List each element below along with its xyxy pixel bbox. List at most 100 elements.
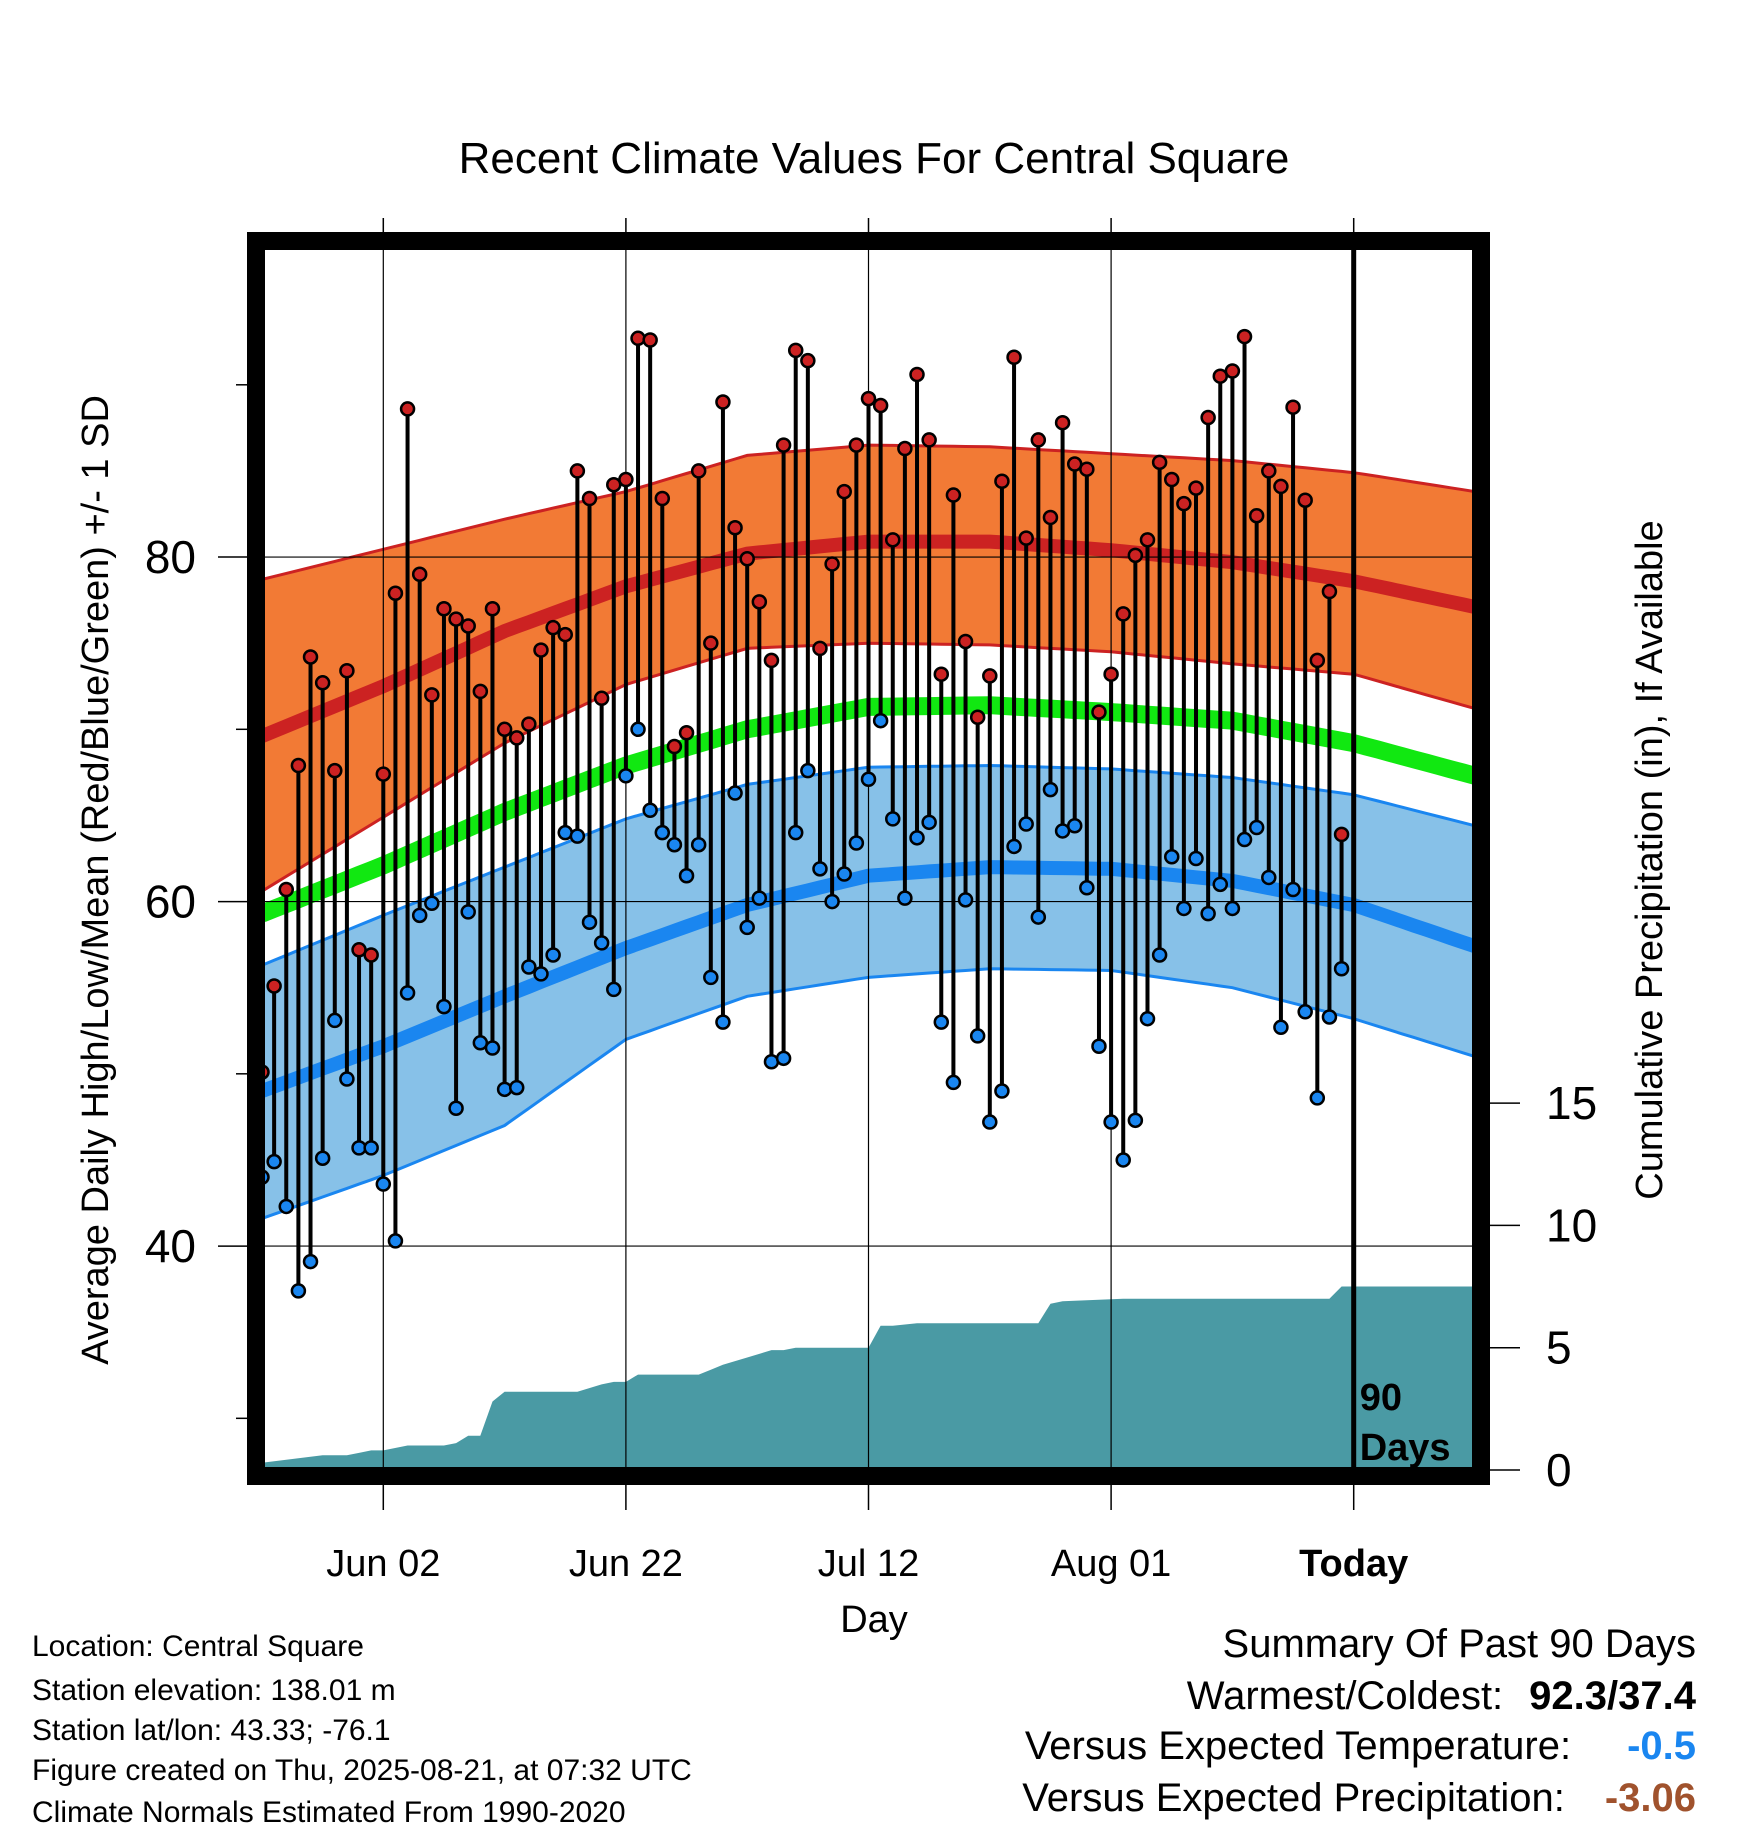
- daily-low-point: [666, 836, 683, 853]
- daily-high-point: [533, 642, 549, 658]
- daily-low-point: [1188, 850, 1204, 867]
- daily-low-point: [363, 1140, 379, 1156]
- daily-low-point: [375, 1176, 392, 1192]
- daily-low-point: [302, 1253, 319, 1270]
- daily-high-point: [1333, 826, 1350, 843]
- daily-low-point: [654, 824, 671, 841]
- daily-low-point: [715, 1014, 731, 1030]
- daily-low-point: [1103, 1114, 1119, 1130]
- daily-high-point: [399, 401, 416, 417]
- daily-high-point: [302, 649, 319, 665]
- daily-low-point: [411, 907, 428, 924]
- temp-label: Versus Expected Temperature:: [1024, 1724, 1572, 1768]
- daily-high-point: [1236, 328, 1253, 345]
- daily-low-point: [885, 811, 901, 827]
- x-tick-label: Jun 22: [569, 1543, 683, 1585]
- daily-high-point: [1285, 399, 1301, 415]
- daily-low-point: [581, 914, 598, 930]
- daily-high-point: [909, 366, 925, 383]
- daily-low-point: [1309, 1090, 1326, 1106]
- x-tick-label: Jun 02: [326, 1543, 440, 1585]
- daily-low-point: [727, 785, 743, 801]
- daily-low-point: [1006, 838, 1022, 855]
- daily-low-point: [1164, 849, 1180, 865]
- daily-high-point: [812, 640, 828, 657]
- daily-low-point: [1285, 881, 1301, 898]
- daily-low-point: [739, 919, 755, 936]
- daily-high-point: [775, 437, 792, 453]
- daily-low-point: [448, 1100, 464, 1117]
- daily-low-point: [496, 1081, 513, 1098]
- daily-high-point: [1321, 583, 1338, 600]
- daily-high-point: [921, 432, 937, 448]
- info-elevation: Station elevation: 138.01 m: [32, 1674, 396, 1707]
- daily-high-point: [424, 687, 440, 703]
- temp-value: -0.5: [1627, 1724, 1696, 1768]
- daily-high-point: [327, 762, 343, 779]
- daily-low-point: [872, 712, 889, 729]
- daily-high-point: [1164, 471, 1180, 488]
- daily-low-point: [618, 768, 634, 784]
- daily-high-point: [387, 585, 404, 601]
- info-latlon: Station lat/lon: 43.33; -76.1: [32, 1714, 391, 1747]
- daily-high-point: [363, 947, 379, 963]
- daily-low-point: [848, 835, 865, 851]
- daily-low-point: [606, 981, 622, 998]
- daily-high-point: [727, 520, 743, 536]
- daily-high-point: [1224, 363, 1241, 379]
- daily-low-point: [1273, 1019, 1289, 1036]
- daily-low-point: [957, 892, 974, 908]
- daily-high-point: [569, 463, 586, 479]
- y2-tick-label: 0: [1546, 1444, 1572, 1496]
- warm-cold-label: Warmest/Coldest:: [1186, 1674, 1504, 1718]
- daily-high-point: [618, 471, 634, 488]
- daily-low-point: [1042, 781, 1059, 798]
- daily-low-point: [642, 802, 658, 819]
- daily-high-point: [787, 342, 804, 359]
- summary-temp: Versus Expected Temperature: -0.5: [1025, 1724, 1696, 1769]
- daily-high-point: [703, 635, 719, 651]
- daily-low-point: [278, 1198, 295, 1215]
- daily-low-point: [933, 1014, 950, 1030]
- daily-high-point: [666, 738, 683, 755]
- daily-low-point: [690, 836, 707, 853]
- plot-frame: [247, 232, 1490, 1485]
- daily-low-point: [424, 895, 440, 912]
- y2-tick-label: 5: [1546, 1322, 1572, 1374]
- daily-high-point: [1309, 652, 1326, 669]
- y2-axis-label: Cumulative Precipitation (in), If Availa…: [1629, 520, 1671, 1199]
- daily-high-point: [508, 730, 525, 746]
- daily-high-point: [630, 330, 646, 347]
- x-tick-label: Aug 01: [1051, 1543, 1171, 1585]
- daily-high-point: [411, 566, 428, 583]
- daily-low-point: [751, 890, 768, 906]
- daily-high-point: [1188, 480, 1204, 496]
- plot-area: 90 Days Jun 02 Jun 22 Jul 12 Aug 01 Today 40 60 8…: [145, 218, 1597, 1585]
- daily-low-point: [327, 1012, 343, 1029]
- y2-tick-label: 15: [1546, 1077, 1597, 1129]
- daily-high-point: [860, 390, 877, 407]
- daily-low-point: [290, 1283, 307, 1299]
- x-axis-label: Day: [840, 1599, 908, 1641]
- daily-high-point: [1273, 478, 1289, 495]
- daily-high-point: [1261, 463, 1277, 479]
- daily-high-point: [1103, 666, 1119, 682]
- daily-low-point: [339, 1071, 355, 1087]
- daily-high-point: [557, 626, 573, 643]
- daily-low-point: [678, 867, 695, 884]
- daily-low-point: [460, 904, 476, 920]
- daily-high-point: [690, 463, 707, 479]
- daily-low-point: [836, 866, 852, 882]
- precip-label: Versus Expected Precipitation:: [1022, 1776, 1565, 1820]
- daily-high-point: [436, 600, 452, 617]
- daily-low-point: [533, 966, 549, 982]
- daily-low-point: [897, 890, 913, 906]
- plot-inner: 90 Days: [262, 247, 1475, 1470]
- daily-low-point: [909, 830, 925, 846]
- daily-low-point: [266, 1153, 282, 1170]
- y2-tick-label: 10: [1546, 1199, 1597, 1251]
- days-marker-label: Days: [1360, 1427, 1451, 1469]
- daily-low-point: [1018, 816, 1034, 832]
- daily-high-point: [872, 397, 889, 414]
- warm-cold-value: 92.3/37.4: [1529, 1674, 1696, 1718]
